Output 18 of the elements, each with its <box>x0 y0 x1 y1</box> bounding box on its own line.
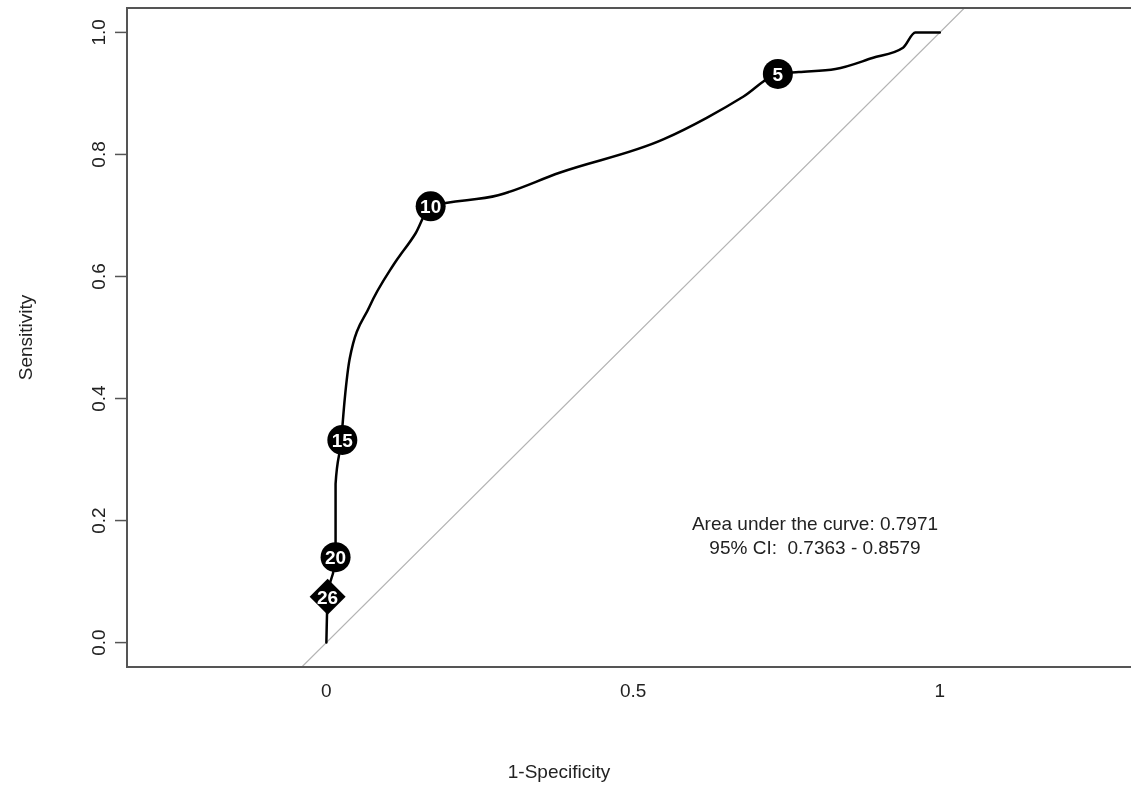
annotation: Area under the curve: 0.7971 <box>691 513 939 534</box>
annotation: 5 <box>772 63 784 85</box>
annotation: 15 <box>331 429 354 451</box>
x-tick-label: 0 <box>321 680 332 701</box>
annotation: 95% CI: 0.7363 - 0.8579 <box>709 537 921 558</box>
y-tick-label: 1.0 <box>88 19 109 46</box>
x-tick-label: 0.5 <box>619 680 647 701</box>
annotation: 26 <box>317 586 339 608</box>
y-tick-label: 0.0 <box>88 629 109 656</box>
y-tick-label: 0.6 <box>88 263 109 290</box>
x-tick-label: 1 <box>934 680 946 701</box>
y-axis-title: Sensitivity <box>15 294 36 381</box>
y-tick-label: 0.4 <box>88 384 109 412</box>
x-axis-title: 1-Specificity <box>507 761 611 782</box>
annotation: 10 <box>420 196 442 218</box>
annotation: 20 <box>325 547 347 569</box>
y-tick-label: 0.8 <box>88 141 109 168</box>
y-tick-label: 0.2 <box>88 507 109 534</box>
